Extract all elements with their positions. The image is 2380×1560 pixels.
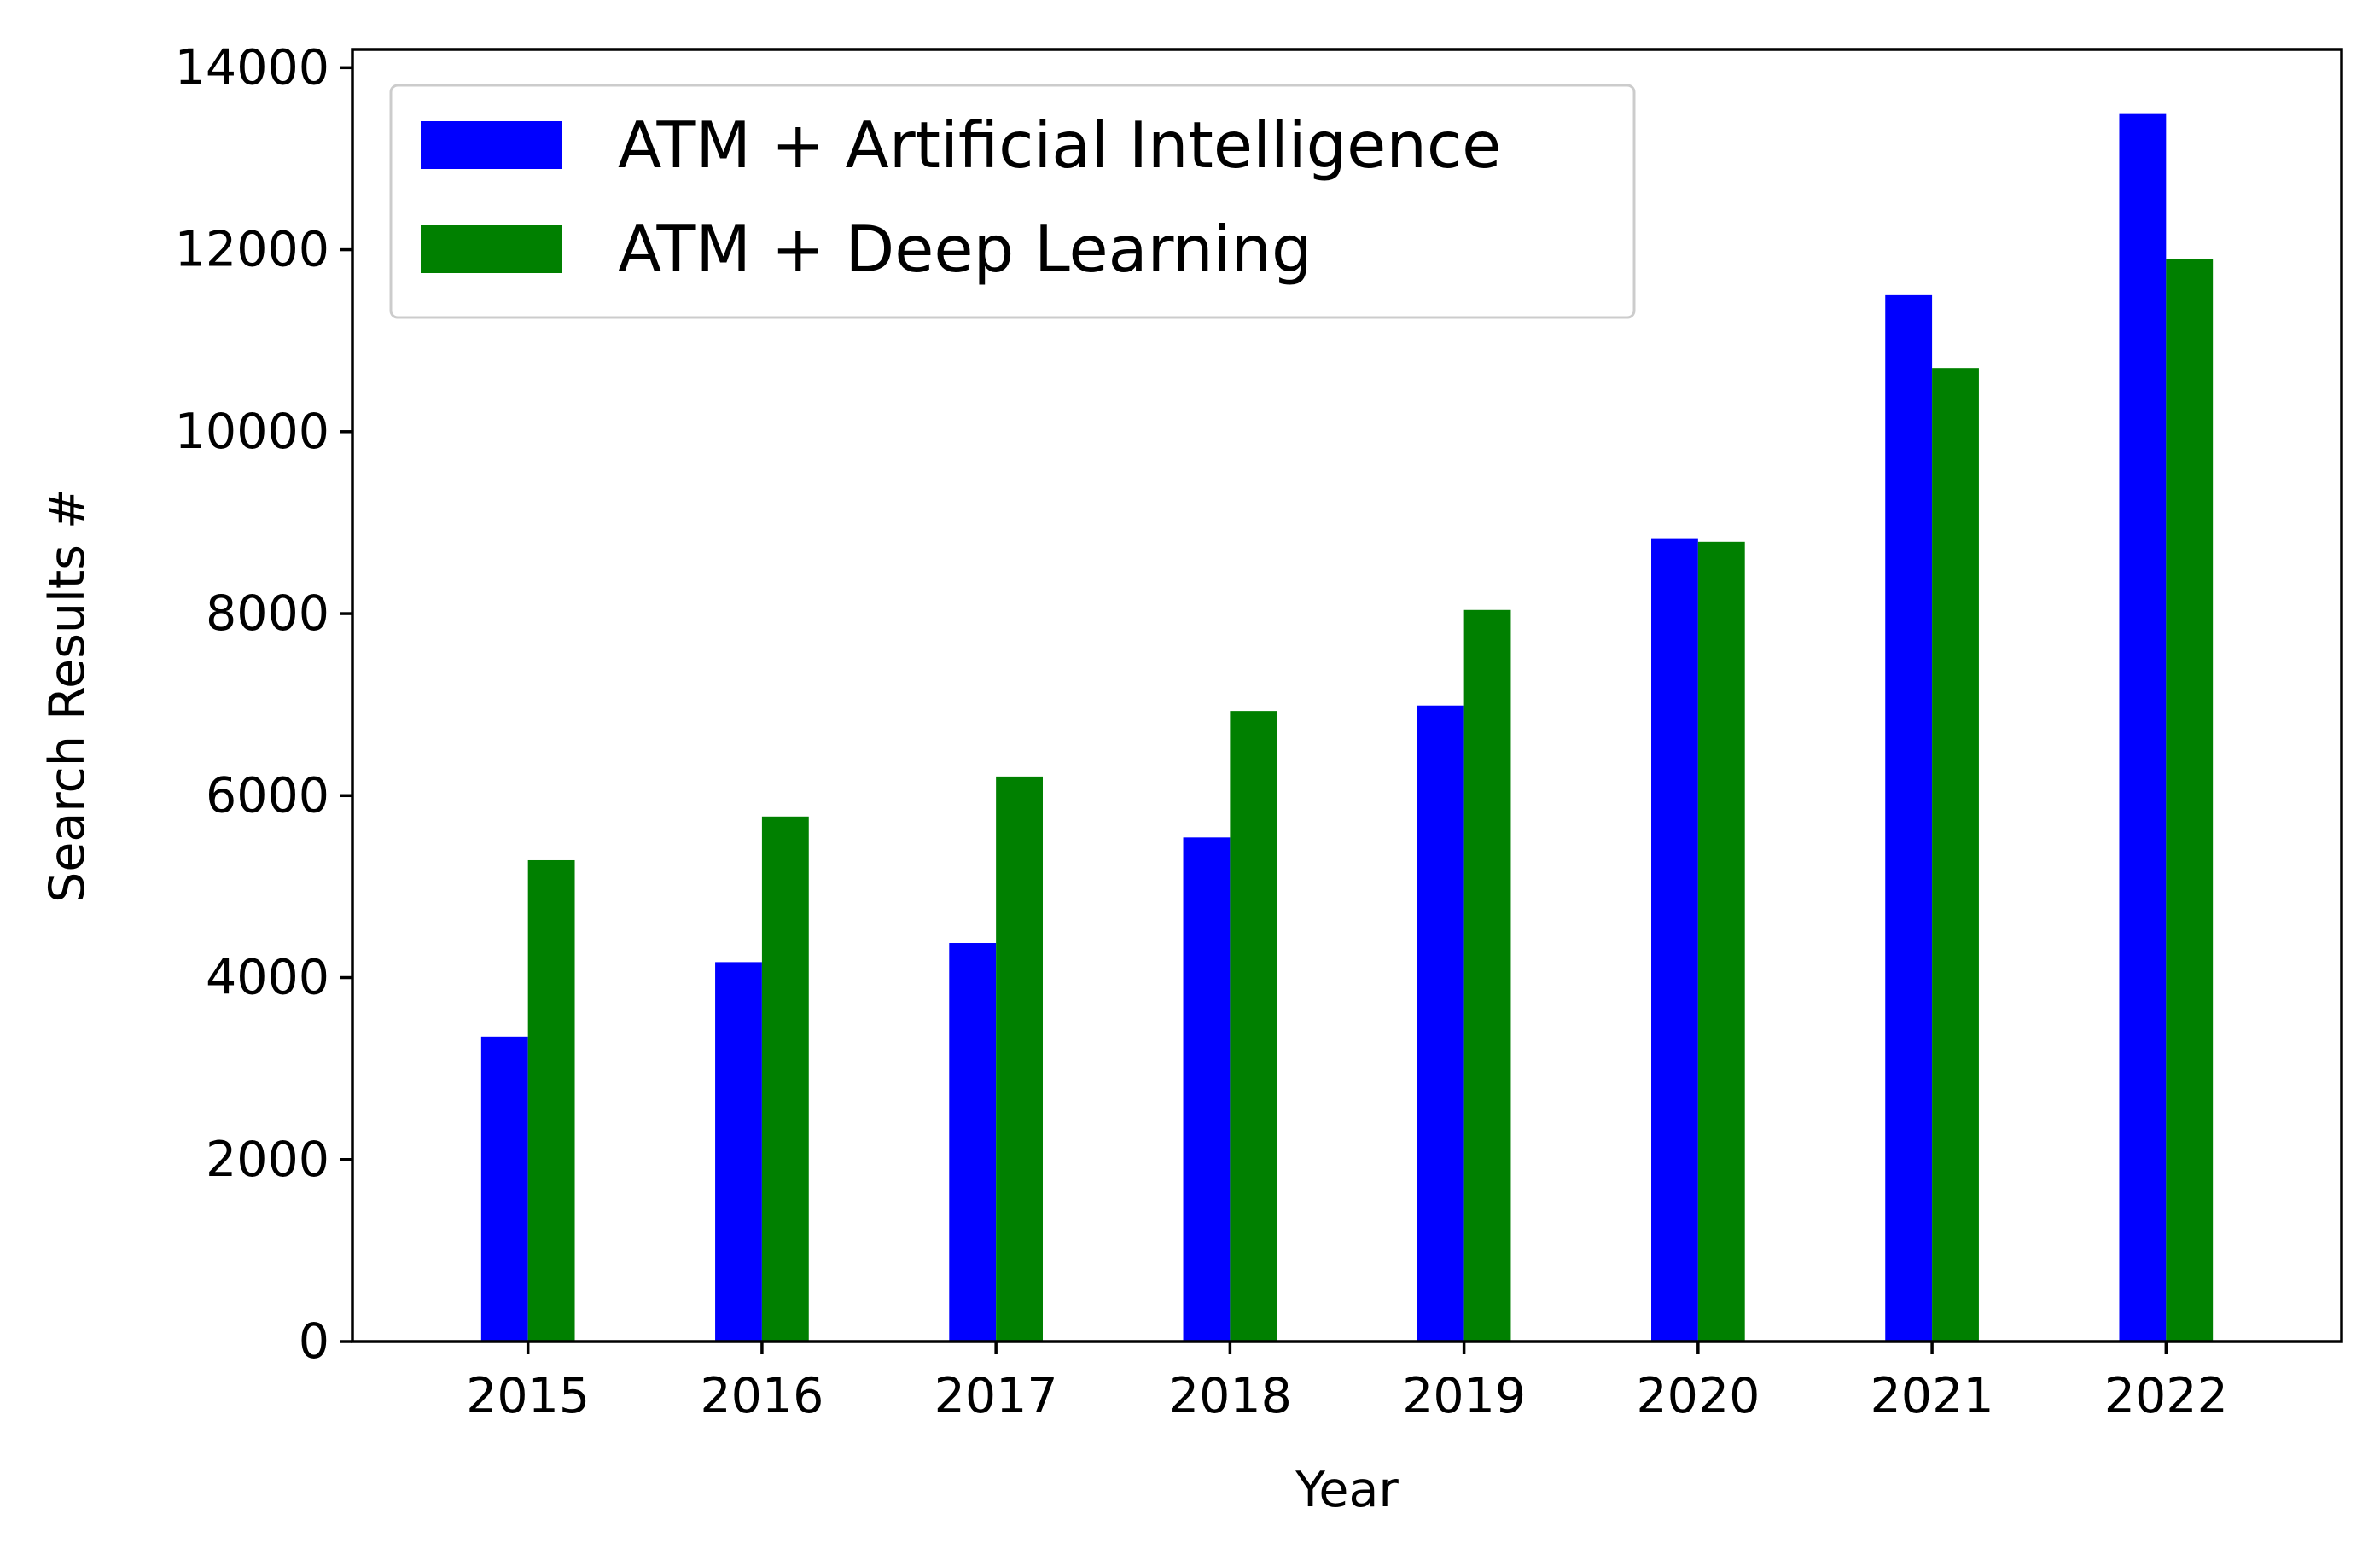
bar-ai-2022 [2119, 113, 2167, 1342]
x-tick-label: 2022 [2104, 1368, 2228, 1424]
legend-label-dl: ATM + Deep Learning [618, 212, 1312, 287]
x-tick-label: 2018 [1168, 1368, 1292, 1424]
x-tick-label: 2016 [700, 1368, 823, 1424]
y-tick-label: 2000 [206, 1132, 329, 1188]
bar-dl-2021 [1932, 368, 1979, 1342]
plot-frame [351, 48, 2343, 1343]
bar-dl-2019 [1463, 609, 1511, 1342]
y-tick-label: 4000 [206, 950, 329, 1006]
y-tick-label: 14000 [175, 39, 329, 96]
bar-ai-2020 [1651, 538, 1698, 1342]
legend: ATM + Artificial Intelligence ATM + Deep… [389, 84, 1636, 319]
y-axis-label: Search Results # [39, 488, 96, 903]
x-tick-label: 2015 [466, 1368, 590, 1424]
bar-dl-2020 [1697, 541, 1745, 1342]
legend-swatch-dl [421, 225, 562, 273]
y-tick-label: 0 [299, 1313, 329, 1370]
bar-dl-2018 [1230, 711, 1277, 1342]
y-axis: 0 2000 4000 6000 8000 10000 12000 14000 [175, 39, 352, 1370]
x-tick-label: 2020 [1636, 1368, 1760, 1424]
y-tick-label: 10000 [175, 404, 329, 460]
x-axis: 2015 2016 2017 2018 2019 2020 2021 2022 [466, 1342, 2228, 1424]
bar-dl-2015 [527, 859, 575, 1342]
bar-ai-2017 [949, 943, 997, 1342]
bar-ai-2016 [715, 962, 762, 1342]
y-tick-label: 12000 [175, 222, 329, 278]
legend-box [389, 84, 1636, 319]
bars-group [480, 113, 2214, 1342]
bar-ai-2015 [480, 1036, 528, 1342]
x-tick-label: 2021 [1871, 1368, 1994, 1424]
x-tick-label: 2019 [1402, 1368, 1526, 1424]
legend-swatch-ai [421, 121, 562, 169]
y-tick-label: 6000 [206, 767, 329, 824]
bar-ai-2019 [1417, 705, 1464, 1342]
bar-ai-2018 [1183, 837, 1231, 1342]
x-axis-label: Year [1295, 1462, 1399, 1518]
y-tick-label: 8000 [206, 585, 329, 642]
x-tick-label: 2017 [934, 1368, 1058, 1424]
bar-dl-2016 [761, 816, 809, 1342]
bar-dl-2022 [2166, 259, 2214, 1342]
legend-label-ai: ATM + Artificial Intelligence [618, 108, 1501, 183]
bar-dl-2017 [996, 776, 1043, 1342]
bar-ai-2021 [1885, 294, 1933, 1342]
